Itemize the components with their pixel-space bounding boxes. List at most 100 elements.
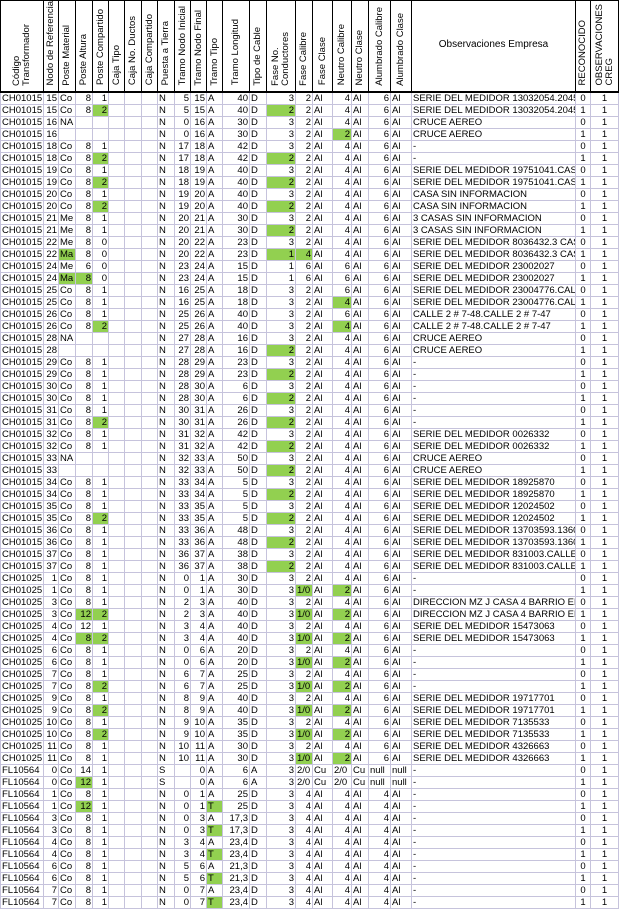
cell-tramo-longitud[interactable]: 40 bbox=[222, 691, 250, 705]
cell-puesta-tierra[interactable]: N bbox=[157, 391, 175, 405]
cell-tipo-cable[interactable]: D bbox=[249, 439, 267, 453]
cell-caja-no-ductos[interactable] bbox=[124, 223, 142, 237]
cell-puesta-tierra[interactable]: N bbox=[157, 235, 175, 249]
cell-neutro-clase[interactable]: Al bbox=[351, 187, 369, 201]
cell-neutro-calibre[interactable]: 4 bbox=[332, 331, 352, 345]
cell-observaciones-creg[interactable]: 1 bbox=[590, 439, 619, 453]
cell-puesta-tierra[interactable]: N bbox=[157, 835, 175, 849]
cell-observaciones-empresa[interactable]: - bbox=[411, 799, 576, 813]
cell-poste-material[interactable]: Co bbox=[58, 679, 76, 693]
cell-puesta-tierra[interactable]: N bbox=[157, 871, 175, 885]
cell-fase-no-conductores[interactable]: 2 bbox=[266, 463, 296, 477]
cell-alumbrado-clase[interactable]: Al bbox=[390, 103, 412, 117]
cell-alumbrado-clase[interactable]: Al bbox=[390, 127, 412, 141]
cell-tipo-cable[interactable]: D bbox=[249, 535, 267, 549]
cell-tipo-cable[interactable]: A bbox=[249, 775, 267, 789]
cell-caja-tipo[interactable] bbox=[108, 823, 125, 837]
cell-codigo-transformador[interactable]: FL10564 bbox=[0, 859, 44, 873]
cell-poste-material[interactable]: Co bbox=[58, 847, 76, 861]
cell-neutro-calibre[interactable]: 2 bbox=[332, 751, 352, 765]
cell-caja-no-ductos[interactable] bbox=[124, 895, 142, 909]
cell-poste-altura[interactable]: 8 bbox=[75, 475, 93, 489]
cell-observaciones-creg[interactable]: 1 bbox=[590, 787, 619, 801]
cell-fase-clase[interactable]: Al bbox=[312, 139, 333, 153]
cell-poste-material[interactable]: Co bbox=[58, 631, 76, 645]
cell-fase-calibre[interactable]: 1/0 bbox=[295, 631, 313, 645]
cell-codigo-transformador[interactable]: CH01015 bbox=[0, 139, 44, 153]
cell-nodo-referencia[interactable]: 1 bbox=[43, 583, 59, 597]
cell-tramo-nodo-final[interactable]: 18 bbox=[190, 151, 207, 165]
cell-caja-tipo[interactable] bbox=[108, 535, 125, 549]
cell-caja-compartido[interactable] bbox=[141, 283, 158, 297]
cell-alumbrado-clase[interactable]: Al bbox=[390, 847, 412, 861]
cell-observaciones-creg[interactable]: 1 bbox=[590, 871, 619, 885]
cell-poste-compartido[interactable]: 2 bbox=[92, 319, 109, 333]
cell-tramo-longitud[interactable]: 30 bbox=[222, 211, 250, 225]
cell-puesta-tierra[interactable]: N bbox=[157, 799, 175, 813]
cell-observaciones-empresa[interactable]: - bbox=[411, 835, 576, 849]
cell-caja-no-ductos[interactable] bbox=[124, 835, 142, 849]
cell-neutro-calibre[interactable]: 4 bbox=[332, 847, 352, 861]
cell-tipo-cable[interactable]: D bbox=[249, 583, 267, 597]
cell-poste-material[interactable]: Co bbox=[58, 379, 76, 393]
cell-fase-no-conductores[interactable]: 3 bbox=[266, 307, 296, 321]
cell-tramo-longitud[interactable]: 16 bbox=[222, 343, 250, 357]
cell-caja-tipo[interactable] bbox=[108, 667, 125, 681]
cell-caja-tipo[interactable] bbox=[108, 295, 125, 309]
cell-poste-compartido[interactable]: 0 bbox=[92, 235, 109, 249]
cell-reconocido[interactable]: 1 bbox=[575, 535, 591, 549]
cell-caja-tipo[interactable] bbox=[108, 619, 125, 633]
cell-neutro-clase[interactable]: Al bbox=[351, 619, 369, 633]
cell-neutro-calibre[interactable]: 4 bbox=[332, 343, 352, 357]
cell-nodo-referencia[interactable]: 35 bbox=[43, 511, 59, 525]
cell-caja-tipo[interactable] bbox=[108, 475, 125, 489]
cell-tramo-tipo[interactable]: A bbox=[206, 763, 223, 777]
cell-tramo-tipo[interactable]: A bbox=[206, 355, 223, 369]
cell-caja-tipo[interactable] bbox=[108, 331, 125, 345]
cell-tramo-longitud[interactable]: 48 bbox=[222, 523, 250, 537]
cell-observaciones-creg[interactable]: 1 bbox=[590, 487, 619, 501]
cell-alumbrado-clase[interactable]: Al bbox=[390, 703, 412, 717]
cell-nodo-referencia[interactable]: 34 bbox=[43, 475, 59, 489]
cell-caja-tipo[interactable] bbox=[108, 763, 125, 777]
cell-tipo-cable[interactable]: D bbox=[249, 679, 267, 693]
cell-puesta-tierra[interactable]: N bbox=[157, 511, 175, 525]
cell-poste-altura[interactable]: 8 bbox=[75, 787, 93, 801]
cell-caja-compartido[interactable] bbox=[141, 355, 158, 369]
cell-poste-compartido[interactable]: 2 bbox=[92, 511, 109, 525]
cell-puesta-tierra[interactable]: N bbox=[157, 571, 175, 585]
cell-tramo-tipo[interactable]: A bbox=[206, 787, 223, 801]
cell-tramo-nodo-final[interactable]: 9 bbox=[190, 691, 207, 705]
cell-alumbrado-calibre[interactable]: 6 bbox=[368, 391, 391, 405]
cell-tramo-nodo-inicial[interactable]: 8 bbox=[174, 703, 191, 717]
cell-reconocido[interactable]: 0 bbox=[575, 331, 591, 345]
cell-poste-altura[interactable]: 12 bbox=[75, 619, 93, 633]
cell-alumbrado-clase[interactable]: Al bbox=[390, 643, 412, 657]
cell-observaciones-creg[interactable]: 1 bbox=[590, 679, 619, 693]
cell-caja-compartido[interactable] bbox=[141, 523, 158, 537]
cell-fase-calibre[interactable]: 2 bbox=[295, 187, 313, 201]
cell-neutro-clase[interactable]: Al bbox=[351, 859, 369, 873]
cell-poste-material[interactable]: Co bbox=[58, 619, 76, 633]
cell-alumbrado-calibre[interactable]: 6 bbox=[368, 199, 391, 213]
cell-tramo-longitud[interactable]: 48 bbox=[222, 535, 250, 549]
cell-fase-no-conductores[interactable]: 1 bbox=[266, 259, 296, 273]
cell-tramo-tipo[interactable]: A bbox=[206, 559, 223, 573]
cell-neutro-clase[interactable]: Al bbox=[351, 283, 369, 297]
cell-codigo-transformador[interactable]: CH01025 bbox=[0, 595, 44, 609]
cell-poste-material[interactable]: Co bbox=[58, 475, 76, 489]
cell-caja-compartido[interactable] bbox=[141, 703, 158, 717]
cell-tramo-nodo-final[interactable]: 21 bbox=[190, 223, 207, 237]
cell-neutro-clase[interactable]: Al bbox=[351, 427, 369, 441]
cell-observaciones-creg[interactable]: 1 bbox=[590, 895, 619, 909]
cell-observaciones-creg[interactable]: 1 bbox=[590, 355, 619, 369]
cell-tipo-cable[interactable]: D bbox=[249, 151, 267, 165]
cell-poste-altura[interactable]: 8 bbox=[75, 427, 93, 441]
cell-nodo-referencia[interactable]: 29 bbox=[43, 355, 59, 369]
cell-poste-altura[interactable] bbox=[75, 115, 93, 129]
cell-alumbrado-calibre[interactable]: 6 bbox=[368, 451, 391, 465]
cell-tramo-longitud[interactable]: 23 bbox=[222, 247, 250, 261]
cell-neutro-calibre[interactable]: 4 bbox=[332, 355, 352, 369]
cell-poste-compartido[interactable]: 0 bbox=[92, 271, 109, 285]
cell-poste-material[interactable]: Co bbox=[58, 703, 76, 717]
